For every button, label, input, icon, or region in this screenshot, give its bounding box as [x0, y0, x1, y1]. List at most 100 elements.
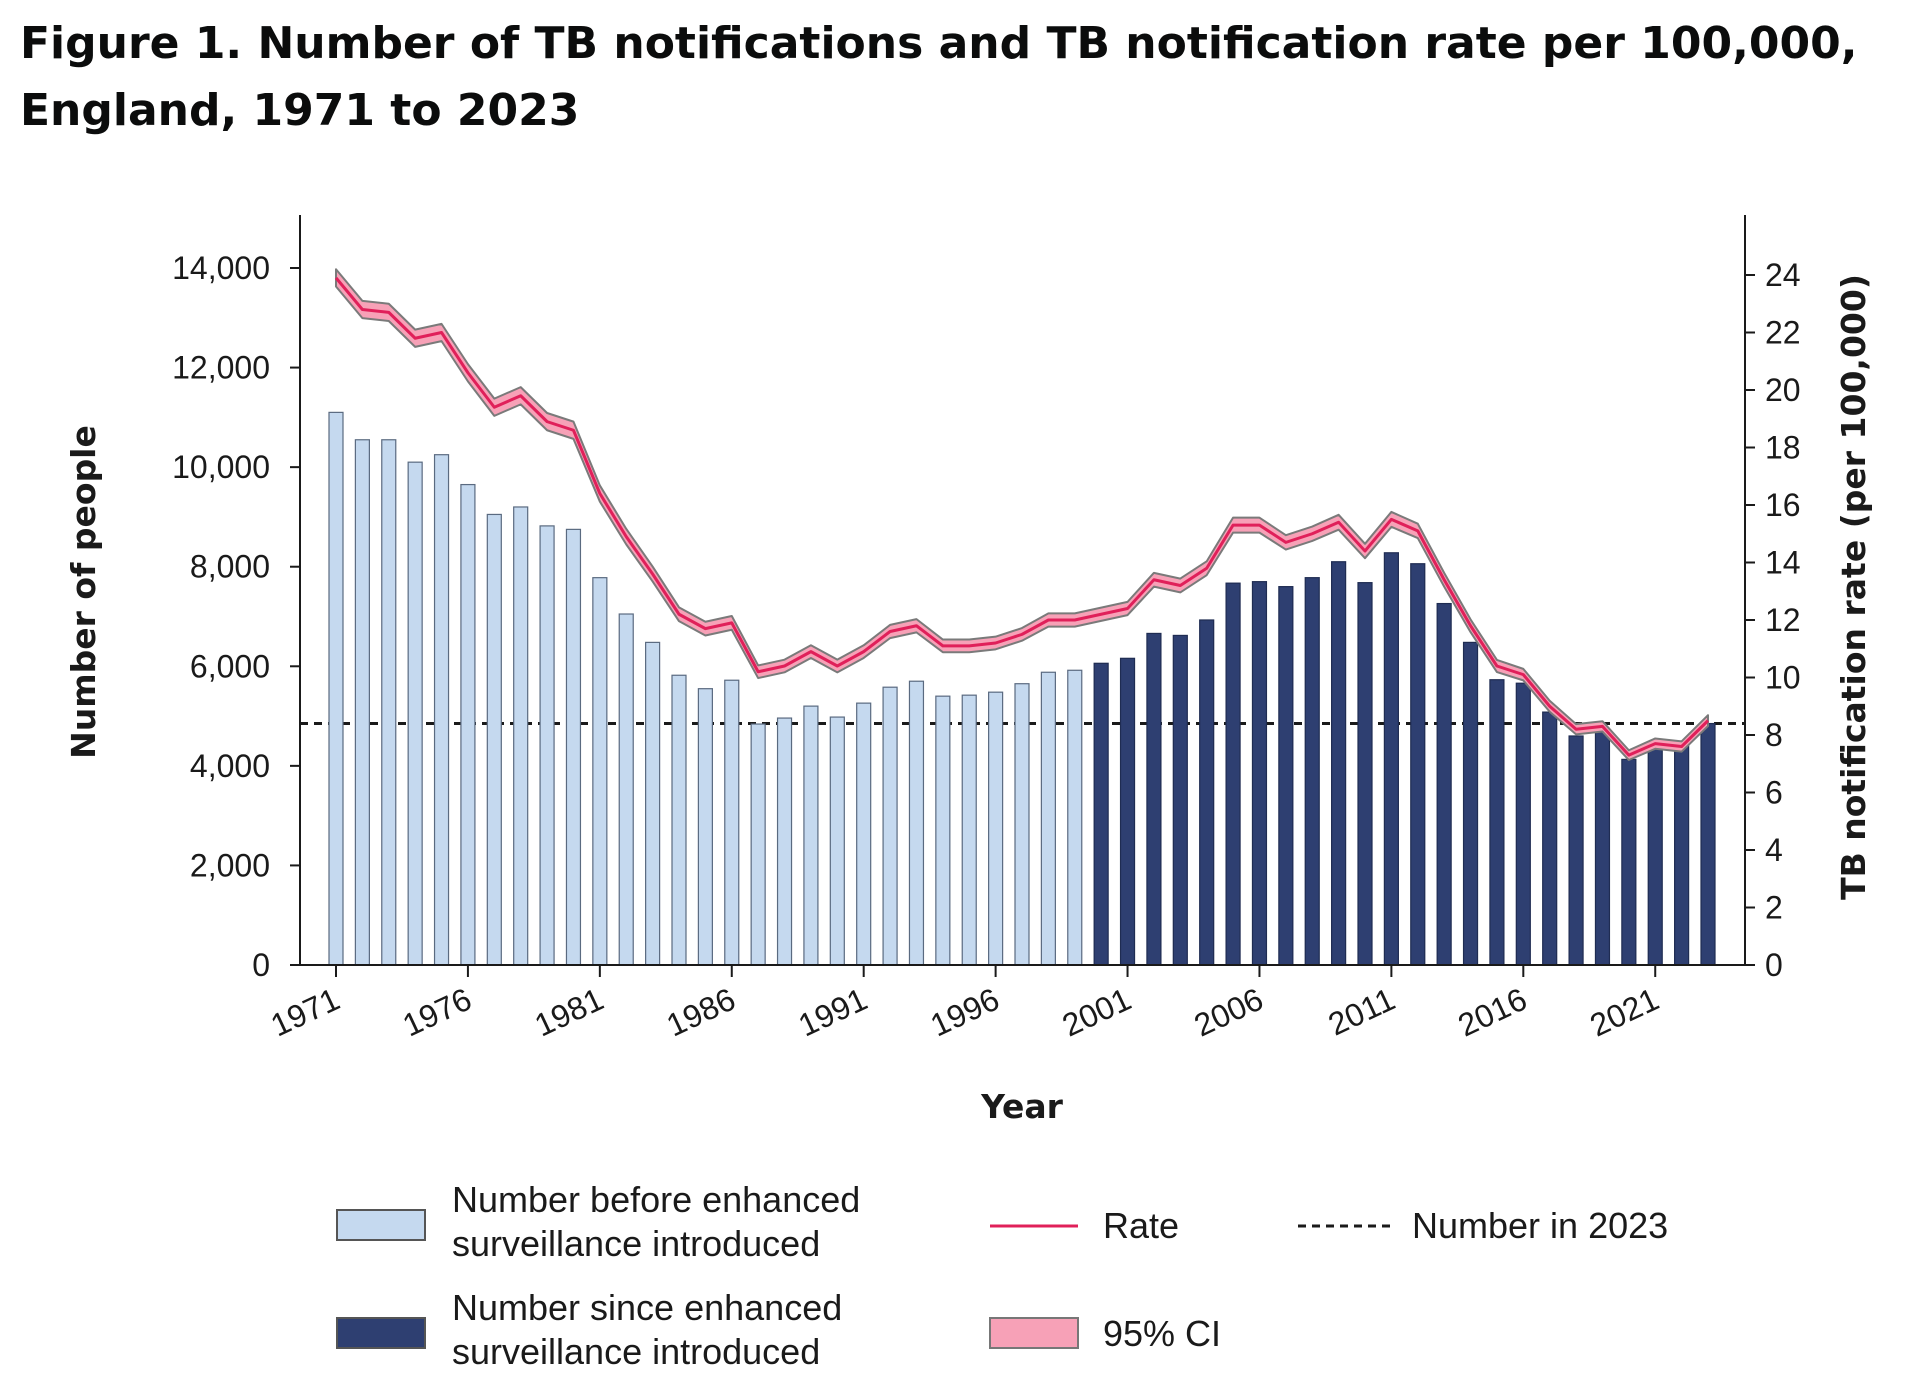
x-tick-label: 2006 — [1189, 981, 1269, 1044]
bar-1997 — [1014, 683, 1030, 966]
bar-1980 — [565, 528, 582, 966]
bar-2006 — [1251, 581, 1268, 966]
bar-2004 — [1199, 619, 1215, 966]
y-tick-label: 12,000 — [172, 350, 270, 386]
legend-label: Number in 2023 — [1412, 1205, 1668, 1246]
legend-item-number-before: Number before enhanced surveillance intr… — [336, 1179, 860, 1264]
bars — [328, 411, 1716, 966]
bar-2007 — [1278, 586, 1294, 966]
bar-1974 — [407, 461, 423, 966]
bar-2001 — [1119, 657, 1136, 966]
bar-2014 — [1462, 641, 1479, 966]
bar-1984 — [671, 674, 687, 966]
bar-1973 — [381, 439, 397, 966]
y2-tick-label: 18 — [1765, 430, 1801, 466]
y2-axis-title: TB notification rate (per 100,000) — [1834, 274, 1873, 900]
y-tick-label: 14,000 — [172, 250, 270, 286]
bar-2023 — [1700, 722, 1716, 966]
y2-tick-label: 4 — [1765, 832, 1783, 868]
bar-1981 — [592, 577, 608, 966]
bar-1996 — [988, 691, 1004, 966]
bar-1972 — [354, 439, 370, 966]
bar-1999 — [1067, 669, 1083, 966]
y-tick-label: 4,000 — [190, 748, 270, 784]
legend: Number before enhanced surveillance intr… — [336, 1179, 1668, 1372]
bar-1977 — [486, 513, 502, 966]
legend-label: 95% CI — [1103, 1313, 1221, 1354]
bar-1986 — [724, 679, 740, 966]
y-axis-title: Number of people — [64, 425, 103, 759]
rate-line-group — [334, 276, 1710, 757]
y-tick-label: 2,000 — [190, 847, 270, 883]
bar-1992 — [882, 686, 898, 966]
legend-label: Rate — [1103, 1205, 1179, 1246]
y2-tick-label: 22 — [1765, 315, 1801, 351]
y-tick-label: 10,000 — [172, 449, 270, 485]
y2-tick-label: 2 — [1765, 890, 1783, 926]
bar-2013 — [1436, 602, 1452, 966]
legend-item-number-2023: Number in 2023 — [1298, 1205, 1668, 1246]
bar-1985 — [697, 688, 713, 966]
bar-1983 — [645, 641, 661, 966]
y2-tick-label: 8 — [1765, 717, 1783, 753]
legend-item-ci: 95% CI — [989, 1313, 1221, 1354]
bar-2020 — [1621, 758, 1637, 966]
rate-confidence-band — [335, 268, 1709, 762]
x-tick-label: 2001 — [1057, 981, 1137, 1044]
legend-swatch-bar-before — [336, 1209, 426, 1241]
bar-1998 — [1040, 671, 1056, 966]
bar-2009 — [1331, 561, 1347, 966]
y2-tick-label: 24 — [1765, 257, 1801, 293]
bar-1979 — [539, 525, 555, 966]
legend-label: surveillance introduced — [452, 1223, 820, 1264]
bar-2000 — [1093, 662, 1109, 966]
bar-2008 — [1304, 577, 1320, 966]
bar-1987 — [750, 723, 766, 966]
rate-line — [334, 276, 1710, 757]
bar-1989 — [803, 705, 819, 966]
legend-label: Number before enhanced — [452, 1179, 860, 1220]
x-tick-label: 1981 — [529, 981, 609, 1044]
legend-swatch-bar-since — [336, 1317, 426, 1349]
rate-ci-band — [335, 268, 1709, 762]
bar-2005 — [1225, 582, 1241, 966]
x-tick-label: 2011 — [1323, 981, 1401, 1043]
bar-2010 — [1357, 582, 1373, 966]
legend-item-number-since: Number since enhanced surveillance intro… — [336, 1287, 842, 1372]
bar-1994 — [935, 695, 951, 966]
bar-2011 — [1383, 552, 1399, 966]
bar-1991 — [856, 702, 872, 966]
x-axis-title: Year — [980, 1087, 1064, 1126]
bar-2003 — [1172, 634, 1188, 966]
legend-item-rate: Rate — [990, 1205, 1179, 1246]
bar-2017 — [1542, 711, 1558, 966]
x-tick-label: 1991 — [793, 981, 873, 1044]
bar-2012 — [1410, 563, 1426, 966]
x-tick-label: 1986 — [661, 981, 741, 1044]
y2-tick-label: 10 — [1765, 660, 1801, 696]
bar-1990 — [829, 716, 845, 966]
legend-label: Number since enhanced — [452, 1287, 842, 1328]
y-tick-label: 8,000 — [190, 549, 270, 585]
bar-2018 — [1568, 735, 1584, 966]
legend-swatch-ci — [989, 1317, 1079, 1349]
y-tick-label: 0 — [252, 947, 270, 983]
bar-1976 — [460, 483, 476, 966]
bar-2002 — [1146, 632, 1162, 966]
y2-tick-label: 0 — [1765, 947, 1783, 983]
x-tick-label: 2016 — [1453, 981, 1533, 1044]
y2-tick-label: 16 — [1765, 487, 1801, 523]
bar-1982 — [618, 613, 634, 966]
bar-1975 — [433, 454, 450, 966]
y2-tick-label: 14 — [1765, 545, 1801, 581]
bar-2019 — [1594, 727, 1611, 966]
bar-2021 — [1647, 745, 1663, 966]
legend-label: surveillance introduced — [452, 1331, 820, 1372]
bar-1978 — [513, 506, 529, 966]
x-tick-label: 1971 — [265, 981, 345, 1044]
y2-tick-label: 20 — [1765, 372, 1801, 408]
x-tick-label: 1996 — [925, 981, 1005, 1044]
bar-1993 — [908, 680, 925, 966]
figure-title: Figure 1. Number of TB notifications and… — [20, 18, 1858, 136]
